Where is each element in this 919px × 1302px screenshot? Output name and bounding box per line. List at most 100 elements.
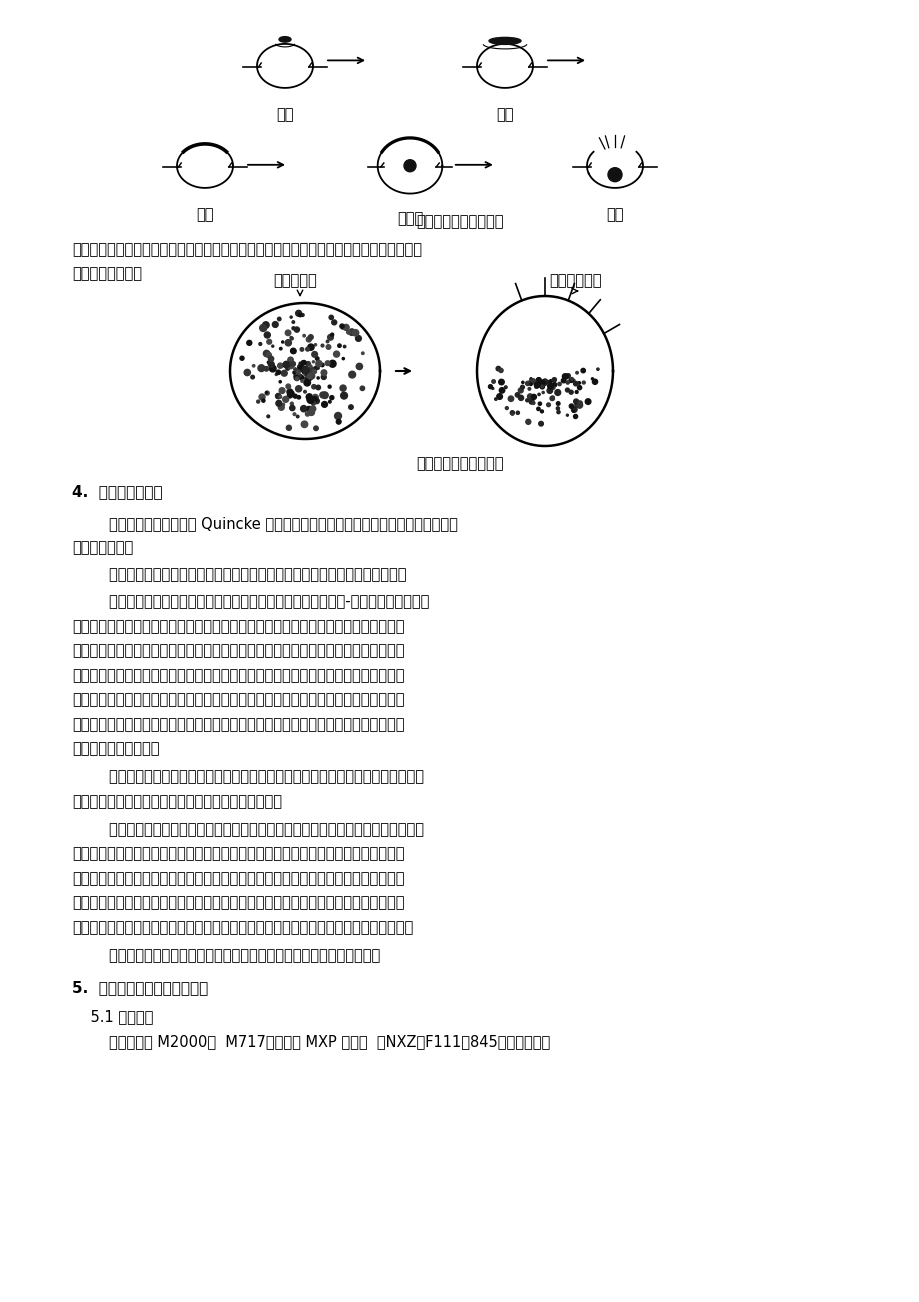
Circle shape (307, 396, 313, 404)
Circle shape (525, 381, 529, 385)
Circle shape (320, 392, 325, 398)
Circle shape (278, 405, 284, 410)
Circle shape (308, 409, 314, 415)
Text: 进入: 进入 (196, 207, 213, 223)
Circle shape (549, 380, 551, 383)
Circle shape (291, 349, 296, 353)
Circle shape (290, 348, 296, 354)
Circle shape (556, 410, 560, 414)
Circle shape (538, 393, 539, 396)
Text: 消泡剂插入破泡示意图: 消泡剂插入破泡示意图 (415, 456, 504, 471)
Circle shape (528, 400, 534, 404)
Circle shape (303, 379, 310, 385)
Circle shape (320, 363, 323, 367)
Circle shape (312, 384, 316, 389)
Circle shape (543, 380, 546, 383)
Circle shape (259, 395, 265, 400)
Circle shape (577, 385, 581, 389)
Circle shape (329, 396, 334, 400)
Circle shape (304, 371, 310, 376)
Circle shape (343, 345, 346, 348)
Circle shape (267, 415, 269, 418)
Circle shape (571, 406, 576, 413)
Circle shape (312, 361, 314, 363)
Circle shape (304, 376, 309, 380)
Circle shape (266, 353, 271, 358)
Circle shape (290, 337, 293, 340)
Text: 第四代消泡剂是聚醚改性硅氧烷类消泡剂，它是在聚硅氧烷链段上通过改性引入聚: 第四代消泡剂是聚醚改性硅氧烷类消泡剂，它是在聚硅氧烷链段上通过改性引入聚 (72, 822, 424, 837)
Circle shape (317, 376, 319, 379)
Circle shape (314, 398, 319, 404)
Circle shape (256, 400, 259, 404)
Circle shape (348, 371, 356, 378)
Circle shape (565, 374, 570, 378)
Circle shape (573, 414, 577, 418)
Circle shape (276, 370, 280, 375)
Circle shape (285, 340, 291, 346)
Text: 薄膜弱处破泡: 薄膜弱处破泡 (548, 273, 601, 288)
Circle shape (288, 391, 294, 397)
Text: 改性硅氧烷类消泡剂不仅具有聚硅氧烷类消泡剂消泡效力强、表面张力低、挥发性低、: 改性硅氧烷类消泡剂不仅具有聚硅氧烷类消泡剂消泡效力强、表面张力低、挥发性低、 (72, 896, 404, 910)
Circle shape (575, 371, 578, 374)
Circle shape (299, 375, 301, 378)
Circle shape (566, 414, 568, 417)
Text: 无毒、无污染、生理惰性等特点，而且还具有聚醚类消泡剂的耐高温、耐强碱性等特性。: 无毒、无污染、生理惰性等特点，而且还具有聚醚类消泡剂的耐高温、耐强碱性等特性。 (72, 921, 413, 935)
Circle shape (550, 396, 554, 401)
Circle shape (596, 368, 598, 370)
Circle shape (322, 392, 328, 398)
Circle shape (321, 370, 326, 375)
Circle shape (540, 380, 544, 384)
Circle shape (551, 387, 554, 389)
Circle shape (531, 395, 536, 400)
Circle shape (573, 381, 577, 385)
Circle shape (294, 327, 299, 332)
Circle shape (556, 406, 559, 410)
Circle shape (287, 393, 292, 398)
Circle shape (278, 380, 281, 383)
Circle shape (538, 402, 541, 405)
Circle shape (271, 345, 274, 348)
Circle shape (297, 396, 301, 398)
Circle shape (305, 371, 309, 374)
Circle shape (308, 367, 313, 374)
Circle shape (316, 367, 319, 370)
Circle shape (291, 327, 295, 329)
Circle shape (314, 366, 317, 368)
Circle shape (251, 375, 255, 379)
Circle shape (272, 322, 278, 327)
Circle shape (301, 421, 307, 427)
Circle shape (342, 358, 344, 359)
Circle shape (286, 367, 289, 370)
Circle shape (529, 383, 532, 385)
Circle shape (550, 396, 554, 400)
Circle shape (352, 329, 358, 336)
Circle shape (539, 384, 544, 389)
Circle shape (304, 371, 308, 374)
Circle shape (510, 410, 514, 415)
Circle shape (298, 365, 303, 371)
Circle shape (332, 320, 336, 324)
Text: 醚链段。在硅醚共聚物的分子中硅氧烷链段有亲油性，聚醚链段有亲水性。聚醚链段中: 醚链段。在硅醚共聚物的分子中硅氧烷链段有亲油性，聚醚链段有亲水性。聚醚链段中 (72, 846, 404, 862)
Circle shape (265, 391, 269, 395)
Circle shape (348, 405, 353, 409)
Circle shape (521, 381, 524, 384)
Circle shape (576, 402, 582, 408)
Text: 说明其消泡机理。: 说明其消泡机理。 (72, 267, 142, 281)
Circle shape (269, 365, 276, 372)
Ellipse shape (489, 38, 520, 44)
Circle shape (542, 379, 547, 383)
Circle shape (561, 379, 565, 383)
Circle shape (288, 357, 293, 362)
Circle shape (303, 391, 306, 393)
Circle shape (267, 361, 270, 363)
Text: 膜减薄: 膜减薄 (396, 211, 423, 227)
Circle shape (565, 388, 569, 392)
Text: 接触: 接触 (276, 107, 293, 122)
Circle shape (310, 374, 314, 379)
Circle shape (301, 405, 307, 411)
Circle shape (536, 378, 540, 381)
Circle shape (536, 378, 540, 383)
Circle shape (570, 378, 573, 380)
Circle shape (541, 392, 544, 393)
Circle shape (534, 385, 537, 388)
